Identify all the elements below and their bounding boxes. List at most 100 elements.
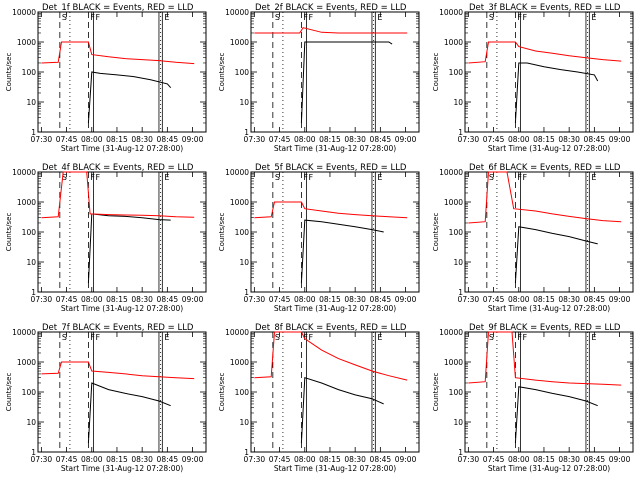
x-tick-label: 08:00 bbox=[294, 295, 316, 304]
x-tick-label: 08:30 bbox=[344, 135, 366, 144]
segment-marker: F bbox=[90, 333, 95, 342]
x-tick-label: 07:45 bbox=[483, 135, 505, 144]
panel-title: Det_9f BLACK = Events, RED = LLD bbox=[469, 323, 621, 333]
y-tick-label: 1 bbox=[244, 128, 249, 137]
x-tick-label: 08:30 bbox=[558, 295, 580, 304]
x-tick-label: 08:15 bbox=[533, 295, 555, 304]
y-axis-title: Counts/sec bbox=[218, 373, 226, 412]
series-events-line bbox=[514, 226, 598, 284]
segment-marker: F bbox=[522, 13, 527, 22]
y-tick-label: 1000 bbox=[444, 358, 463, 367]
x-tick-label: 07:30 bbox=[244, 455, 266, 464]
y-tick-label: 10000 bbox=[225, 328, 249, 337]
y-tick-label: 10 bbox=[26, 418, 36, 427]
x-tick-label: 08:00 bbox=[81, 135, 103, 144]
panel-9: 1 10 100 1000 10000 07:30 07:45 08:00 08:15 08:30… bbox=[432, 323, 634, 473]
x-tick-label: 08:45 bbox=[370, 455, 392, 464]
x-tick-label: 09:00 bbox=[609, 295, 631, 304]
series-events-line bbox=[87, 71, 172, 124]
x-tick-label: 07:30 bbox=[244, 135, 266, 144]
x-tick-label: 08:00 bbox=[294, 455, 316, 464]
x-tick-label: 07:45 bbox=[56, 295, 78, 304]
panel-1: 1 10 100 1000 10000 07:30 07:45 08:00 08:15 08:30… bbox=[5, 3, 207, 153]
segment-marker: F bbox=[303, 13, 308, 22]
y-tick-label: 1 bbox=[244, 288, 249, 297]
segment-marker: E bbox=[591, 333, 596, 342]
y-tick-label: 1000 bbox=[230, 38, 249, 47]
y-axis-title: Counts/sec bbox=[5, 53, 13, 92]
x-tick-label: 08:00 bbox=[508, 455, 530, 464]
x-axis-title: Start Time (31-Aug-12 07:28:00) bbox=[61, 464, 183, 473]
panel-title: Det_5f BLACK = Events, RED = LLD bbox=[255, 163, 407, 173]
segment-marker: S bbox=[62, 333, 67, 342]
x-tick-label: 08:30 bbox=[558, 135, 580, 144]
y-tick-label: 10000 bbox=[12, 8, 36, 17]
x-tick-label: 08:45 bbox=[157, 455, 179, 464]
series-events-line bbox=[300, 377, 384, 444]
segment-marker: F bbox=[308, 333, 313, 342]
x-tick-label: 08:30 bbox=[558, 455, 580, 464]
x-tick-label: 08:15 bbox=[319, 455, 341, 464]
series-events-line bbox=[87, 213, 171, 284]
x-tick-label: 08:00 bbox=[81, 455, 103, 464]
y-tick-label: 10000 bbox=[12, 168, 36, 177]
x-tick-label: 07:30 bbox=[458, 135, 480, 144]
segment-marker: F bbox=[95, 13, 100, 22]
x-tick-label: 08:30 bbox=[131, 295, 153, 304]
x-axis-title: Start Time (31-Aug-12 07:28:00) bbox=[61, 304, 183, 313]
y-tick-label: 10000 bbox=[439, 168, 463, 177]
y-tick-label: 1000 bbox=[444, 38, 463, 47]
plot-frame bbox=[37, 331, 207, 453]
y-tick-label: 10000 bbox=[225, 168, 249, 177]
segment-marker: F bbox=[522, 333, 527, 342]
segment-marker: F bbox=[95, 333, 100, 342]
y-tick-label: 1 bbox=[458, 448, 463, 457]
segment-marker: E bbox=[591, 173, 596, 182]
segment-marker: S bbox=[62, 173, 67, 182]
x-tick-label: 08:15 bbox=[319, 135, 341, 144]
panel-title: Det_6f BLACK = Events, RED = LLD bbox=[469, 163, 621, 173]
y-tick-label: 10000 bbox=[439, 8, 463, 17]
x-tick-label: 08:30 bbox=[344, 295, 366, 304]
x-tick-label: 08:45 bbox=[584, 295, 606, 304]
y-tick-label: 1000 bbox=[230, 358, 249, 367]
x-tick-label: 09:00 bbox=[609, 455, 631, 464]
y-tick-label: 100 bbox=[22, 228, 37, 237]
segment-marker: E bbox=[377, 333, 382, 342]
x-tick-label: 07:45 bbox=[269, 135, 291, 144]
segment-marker: F bbox=[90, 173, 95, 182]
segment-marker: F bbox=[517, 173, 522, 182]
y-tick-label: 10 bbox=[26, 258, 36, 267]
segment-marker: S bbox=[489, 13, 494, 22]
y-axis-title: Counts/sec bbox=[218, 213, 226, 252]
x-axis-title: Start Time (31-Aug-12 07:28:00) bbox=[488, 304, 610, 313]
series-events-line bbox=[300, 41, 393, 124]
series-lld-line bbox=[254, 27, 408, 34]
plot-frame bbox=[37, 11, 207, 133]
x-tick-label: 08:30 bbox=[344, 455, 366, 464]
y-axis-title: Counts/sec bbox=[432, 53, 440, 92]
series-events-line bbox=[514, 386, 598, 444]
panel-8: 1 10 100 1000 10000 07:30 07:45 08:00 08:15 08:30… bbox=[218, 323, 420, 473]
y-tick-label: 100 bbox=[449, 68, 464, 77]
plot-frame bbox=[250, 11, 420, 133]
y-tick-label: 10 bbox=[239, 98, 249, 107]
segment-marker: E bbox=[164, 173, 169, 182]
panel-7: 1 10 100 1000 10000 07:30 07:45 08:00 08:15 08:30… bbox=[5, 323, 207, 473]
y-tick-label: 10000 bbox=[12, 328, 36, 337]
y-axis-title: Counts/sec bbox=[5, 213, 13, 252]
y-tick-label: 1 bbox=[244, 448, 249, 457]
segment-marker: F bbox=[522, 173, 527, 182]
y-tick-label: 10 bbox=[453, 418, 463, 427]
plot-frame bbox=[464, 171, 634, 293]
panel-title: Det_3f BLACK = Events, RED = LLD bbox=[469, 3, 621, 13]
x-tick-label: 08:45 bbox=[584, 455, 606, 464]
x-tick-label: 07:45 bbox=[56, 455, 78, 464]
segment-marker: S bbox=[275, 173, 280, 182]
series-lld-line bbox=[254, 331, 408, 381]
segment-marker: S bbox=[62, 13, 67, 22]
series-lld-line bbox=[41, 171, 195, 219]
y-tick-label: 1000 bbox=[230, 198, 249, 207]
series-lld-line bbox=[254, 201, 408, 219]
y-tick-label: 1000 bbox=[444, 198, 463, 207]
